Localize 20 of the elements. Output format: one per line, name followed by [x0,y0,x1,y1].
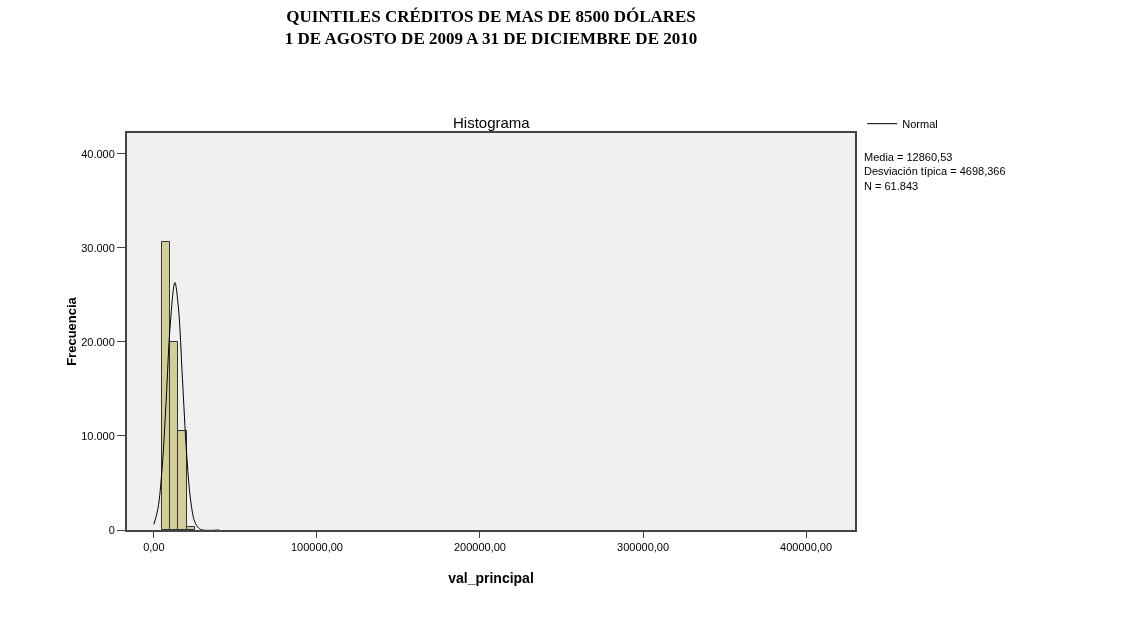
text: Desviación típica = 4698,366 [864,165,1006,178]
chart-subtitle: 1 DE AGOSTO DE 2009 A 31 DE DICIEMBRE DE 2010 [284,29,698,49]
y-tick-label: 20.000 [81,335,115,348]
y-axis-title: Frecuencia [64,296,80,366]
text: Histograma [453,114,531,131]
chart-title: QUINTILES CRÉDITOS DE MAS DE 8500 DÓLARES [286,7,696,27]
legend-label: Normal [902,117,938,130]
y-tick-label: 30.000 [81,241,115,254]
x-axis-title: val_principal [448,570,534,586]
y-tick-label: 40.000 [81,147,115,160]
x-tick-label: 300000,00 [617,541,670,554]
x-tick-label: 200000,00 [453,541,506,554]
y-tick-label: 10.000 [81,429,115,442]
y-tick-label: 0 [108,523,115,536]
x-tick-label: 400000,00 [780,541,833,554]
x-tick-label: 100000,00 [290,541,343,554]
x-tick-label: 0,00 [143,541,165,554]
text: Media = 12860,53 [864,151,953,163]
text: N = 61.843 [864,179,919,192]
line-series [153,282,220,530]
